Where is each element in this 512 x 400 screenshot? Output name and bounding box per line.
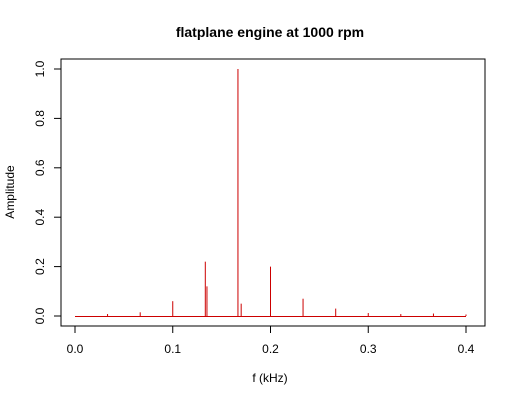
chart-title: flatplane engine at 1000 rpm: [176, 24, 364, 40]
spectrum-series: [75, 69, 466, 317]
x-tick-label: 0.1: [164, 342, 181, 356]
y-axis: 0.0 0.2 0.4 0.6 0.8 1.0: [33, 60, 61, 324]
x-tick-label: 0.4: [458, 342, 475, 356]
x-tick-label: 0.3: [360, 342, 377, 356]
y-axis-label: Amplitude: [3, 165, 17, 219]
y-tick-label: 0.2: [33, 258, 47, 275]
x-tick-label: 0.0: [67, 342, 84, 356]
y-tick-label: 1.0: [33, 60, 47, 77]
y-tick-label: 0.8: [33, 110, 47, 127]
x-axis: 0.0 0.1 0.2 0.3 0.4: [67, 326, 475, 356]
y-tick-label: 0.6: [33, 159, 47, 176]
y-tick-label: 0.0: [33, 307, 47, 324]
x-axis-label: f (kHz): [252, 371, 287, 385]
y-tick-label: 0.4: [33, 209, 47, 226]
x-tick-label: 0.2: [262, 342, 279, 356]
plot-frame: [61, 59, 485, 326]
